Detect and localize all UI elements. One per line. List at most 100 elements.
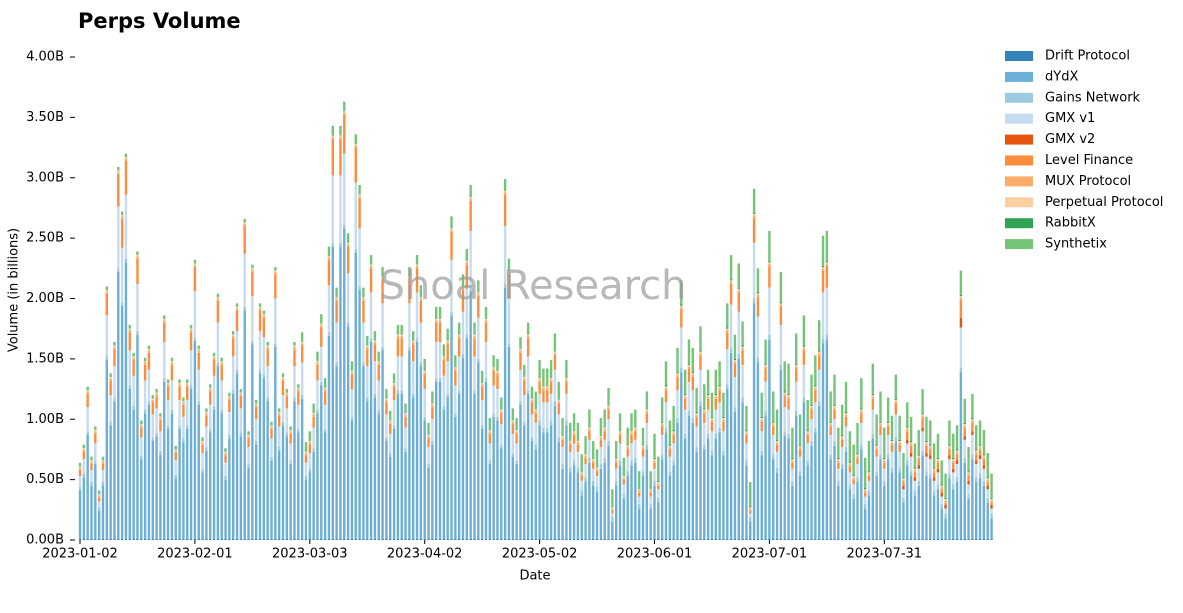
bar-segment: [871, 538, 875, 540]
bar-segment: [373, 331, 377, 341]
bar-segment: [680, 304, 683, 306]
bar-segment: [224, 448, 227, 452]
bar-segment: [354, 248, 357, 253]
bar-segment: [232, 334, 235, 336]
bar-segment: [189, 389, 193, 539]
bar-segment: [726, 327, 729, 329]
bar-segment: [802, 345, 806, 347]
bar-segment: [434, 306, 438, 320]
bar-segment: [178, 425, 181, 429]
bar-segment: [216, 298, 220, 301]
y-tick-label: 3.50B: [26, 110, 64, 125]
bar-segment: [775, 538, 779, 540]
legend-label: dYdX: [1045, 69, 1078, 84]
bar-segment: [216, 538, 220, 540]
bar-segment: [814, 386, 817, 388]
bar-segment: [637, 508, 641, 539]
bar-segment: [875, 476, 878, 539]
bar-segment: [369, 265, 373, 269]
bar-segment: [312, 414, 315, 417]
bar-segment: [82, 459, 86, 474]
bar-segment: [232, 335, 235, 339]
bar-segment: [959, 538, 963, 540]
bar-segment: [523, 380, 526, 396]
bar-segment: [331, 175, 334, 243]
bar-segment: [281, 380, 285, 396]
bar-segment: [492, 538, 495, 540]
bar-segment: [94, 431, 97, 434]
bar-segment: [503, 191, 507, 193]
bar-segment: [967, 538, 970, 540]
bar-segment: [764, 363, 767, 365]
bar-segment: [90, 456, 93, 461]
bar-segment: [189, 328, 193, 330]
bar-segment: [281, 378, 285, 381]
bar-segment: [400, 390, 403, 394]
bar-segment: [906, 465, 909, 539]
bar-segment: [143, 380, 147, 410]
bar-segment: [389, 410, 392, 421]
bar-segment: [607, 538, 610, 540]
bar-segment: [580, 538, 583, 540]
bar-segment: [415, 255, 419, 265]
bar-segment: [469, 230, 472, 288]
bar-segment: [729, 348, 733, 353]
bar-segment: [615, 468, 618, 481]
bar-segment: [389, 538, 392, 540]
bar-segment: [209, 389, 212, 392]
bar-segment: [963, 398, 966, 423]
bar-segment: [258, 369, 262, 374]
bar-segment: [515, 430, 518, 432]
bar-segment: [817, 401, 821, 406]
bar-segment: [894, 414, 897, 438]
bar-segment: [592, 460, 595, 463]
bar-segment: [840, 434, 844, 437]
bar-segment: [94, 426, 97, 431]
bar-segment: [228, 434, 231, 439]
bar-segment: [867, 473, 871, 477]
bar-segment: [159, 418, 162, 421]
bar-segment: [779, 271, 783, 303]
bar-segment: [779, 306, 783, 326]
bar-segment: [105, 356, 109, 361]
bar-segment: [442, 405, 446, 410]
bar-segment: [599, 538, 603, 540]
bar-segment: [791, 460, 794, 463]
bar-segment: [78, 490, 82, 539]
bar-segment: [929, 538, 932, 540]
bar-segment: [683, 398, 687, 410]
bar-segment: [174, 538, 177, 540]
bar-segment: [461, 354, 465, 358]
bar-segment: [389, 433, 392, 454]
bar-segment: [526, 390, 530, 394]
bar-segment: [653, 462, 656, 469]
bar-segment: [297, 389, 300, 392]
bar-segment: [875, 447, 878, 450]
bar-segment: [308, 431, 311, 441]
bar-segment: [883, 468, 886, 481]
bar-segment: [239, 432, 243, 437]
bar-segment: [392, 373, 396, 384]
bar-segment: [101, 485, 105, 539]
bar-segment: [228, 392, 231, 397]
bar-segment: [174, 450, 177, 454]
bar-segment: [863, 490, 867, 493]
bar-segment: [186, 384, 189, 387]
bar-segment: [105, 293, 109, 316]
bar-segment: [117, 174, 120, 207]
bar-segment: [147, 352, 151, 370]
bar-segment: [975, 449, 978, 451]
bar-segment: [626, 449, 629, 457]
bar-segment: [772, 421, 775, 423]
bar-segment: [442, 409, 446, 539]
y-axis-label: Volume (in billions): [7, 228, 22, 352]
bar-segment: [898, 451, 901, 468]
bar-segment: [791, 427, 794, 458]
bar-segment: [109, 373, 112, 377]
bar-segment: [216, 366, 220, 539]
bar-segment: [672, 430, 675, 432]
bar-segment: [756, 297, 760, 317]
bar-segment: [871, 433, 875, 439]
bar-segment: [243, 226, 246, 254]
bar-segment: [637, 503, 641, 509]
